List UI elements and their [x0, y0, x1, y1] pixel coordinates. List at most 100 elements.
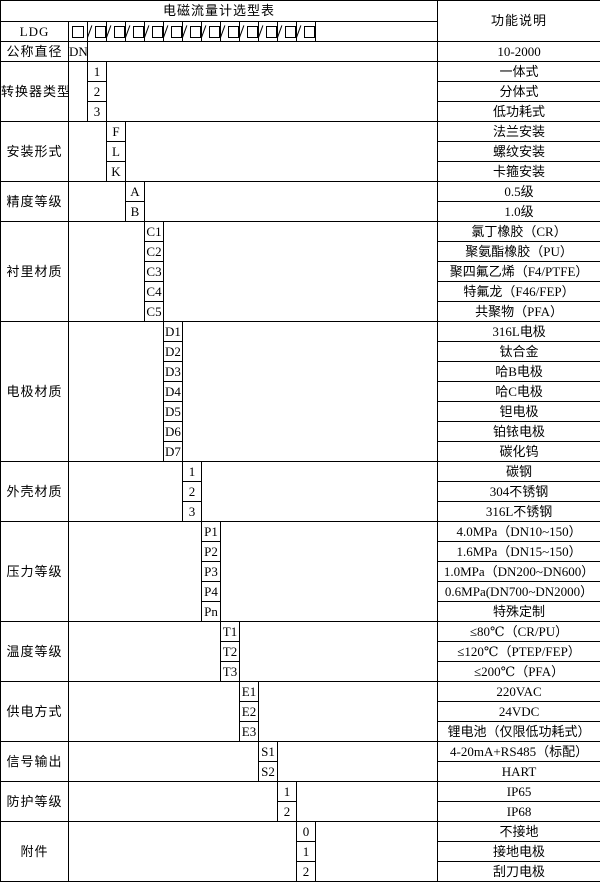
- code-cell[interactable]: D7: [164, 442, 183, 462]
- description-cell: 法兰安装: [438, 122, 600, 142]
- code-cell[interactable]: F: [107, 122, 126, 142]
- model-code-slot[interactable]: [88, 22, 107, 42]
- spacer-right: [145, 182, 438, 222]
- code-cell[interactable]: 2: [278, 802, 297, 822]
- model-code-slot[interactable]: [221, 22, 240, 42]
- code-cell[interactable]: DN: [69, 42, 88, 62]
- code-cell[interactable]: P4: [202, 582, 221, 602]
- code-cell[interactable]: C1: [145, 222, 164, 242]
- section-label-10: 信号输出: [1, 742, 69, 782]
- model-code-slot[interactable]: [297, 22, 316, 42]
- code-cell[interactable]: 2: [183, 482, 202, 502]
- code-cell[interactable]: A: [126, 182, 145, 202]
- code-box: [228, 26, 239, 38]
- code-cell[interactable]: S2: [259, 762, 278, 782]
- code-box: [285, 26, 296, 38]
- model-code-slot[interactable]: [126, 22, 145, 42]
- code-cell[interactable]: D5: [164, 402, 183, 422]
- description-cell: 24VDC: [438, 702, 600, 722]
- description-cell: IP65: [438, 782, 600, 802]
- code-cell[interactable]: P3: [202, 562, 221, 582]
- code-cell[interactable]: D6: [164, 422, 183, 442]
- code-box: [247, 26, 258, 38]
- spacer-left: [69, 682, 240, 742]
- slash-separator-icon: [88, 25, 95, 38]
- spacer-left: [69, 522, 202, 622]
- title-row: 电磁流量计选型表功能说明: [1, 1, 600, 22]
- code-cell[interactable]: 1: [88, 62, 107, 82]
- model-code-slot[interactable]: [202, 22, 221, 42]
- code-cell[interactable]: P1: [202, 522, 221, 542]
- description-cell: 低功耗式: [438, 102, 600, 122]
- code-cell[interactable]: B: [126, 202, 145, 222]
- code-cell[interactable]: P2: [202, 542, 221, 562]
- model-prefix: LDG: [1, 22, 69, 42]
- description-cell: 220VAC: [438, 682, 600, 702]
- model-code-slot[interactable]: [145, 22, 164, 42]
- code-box: [171, 26, 182, 38]
- code-cell[interactable]: 2: [297, 862, 316, 882]
- code-cell[interactable]: E3: [240, 722, 259, 742]
- description-cell: 0.6MPa(DN700~DN2000）: [438, 582, 600, 602]
- code-cell[interactable]: C5: [145, 302, 164, 322]
- description-cell: 接地电极: [438, 842, 600, 862]
- code-cell[interactable]: C3: [145, 262, 164, 282]
- code-cell[interactable]: 1: [278, 782, 297, 802]
- code-cell[interactable]: D3: [164, 362, 183, 382]
- model-code-slot[interactable]: [240, 22, 259, 42]
- code-cell[interactable]: T2: [221, 642, 240, 662]
- code-cell[interactable]: 0: [297, 822, 316, 842]
- description-cell: 1.6MPa（DN15~150）: [438, 542, 600, 562]
- code-cell[interactable]: D1: [164, 322, 183, 342]
- spacer-right: [297, 782, 438, 822]
- description-cell: HART: [438, 762, 600, 782]
- spacer-left: [69, 122, 107, 182]
- model-code-slot[interactable]: [278, 22, 297, 42]
- code-cell[interactable]: 1: [183, 462, 202, 482]
- code-cell[interactable]: L: [107, 142, 126, 162]
- description-cell: ≤80℃（CR/PU）: [438, 622, 600, 642]
- code-box: [114, 26, 125, 38]
- model-code-slot[interactable]: [183, 22, 202, 42]
- code-cell[interactable]: 3: [183, 502, 202, 522]
- description-cell: 碳钢: [438, 462, 600, 482]
- code-cell[interactable]: Pn: [202, 602, 221, 622]
- code-box: [266, 26, 277, 38]
- description-cell: 卡箍安装: [438, 162, 600, 182]
- code-cell[interactable]: D2: [164, 342, 183, 362]
- description-cell: 10-2000: [438, 42, 600, 62]
- code-cell[interactable]: K: [107, 162, 126, 182]
- table-title: 电磁流量计选型表: [1, 1, 438, 22]
- model-code-slot[interactable]: [69, 22, 88, 42]
- code-cell[interactable]: T1: [221, 622, 240, 642]
- spacer-left: [69, 782, 278, 822]
- model-code-slot[interactable]: [107, 22, 126, 42]
- code-cell[interactable]: E1: [240, 682, 259, 702]
- code-box: [95, 26, 106, 38]
- description-cell: 1.0MPa（DN200~DN600）: [438, 562, 600, 582]
- code-cell[interactable]: S1: [259, 742, 278, 762]
- model-code-slot[interactable]: [259, 22, 278, 42]
- description-cell: 一体式: [438, 62, 600, 82]
- code-cell[interactable]: T3: [221, 662, 240, 682]
- section-label-4: 衬里材质: [1, 222, 69, 322]
- model-code-slot[interactable]: [164, 22, 183, 42]
- description-cell: 氯丁橡胶（CR）: [438, 222, 600, 242]
- code-cell[interactable]: 1: [297, 842, 316, 862]
- spacer-right: [316, 822, 438, 882]
- description-cell: 0.5级: [438, 182, 600, 202]
- code-cell[interactable]: D4: [164, 382, 183, 402]
- code-cell[interactable]: C2: [145, 242, 164, 262]
- code-cell[interactable]: 2: [88, 82, 107, 102]
- code-cell[interactable]: C4: [145, 282, 164, 302]
- code-cell[interactable]: E2: [240, 702, 259, 722]
- description-cell: 钽电极: [438, 402, 600, 422]
- code-cell[interactable]: 3: [88, 102, 107, 122]
- spacer-left: [69, 822, 297, 882]
- model-code-filler: [316, 22, 438, 42]
